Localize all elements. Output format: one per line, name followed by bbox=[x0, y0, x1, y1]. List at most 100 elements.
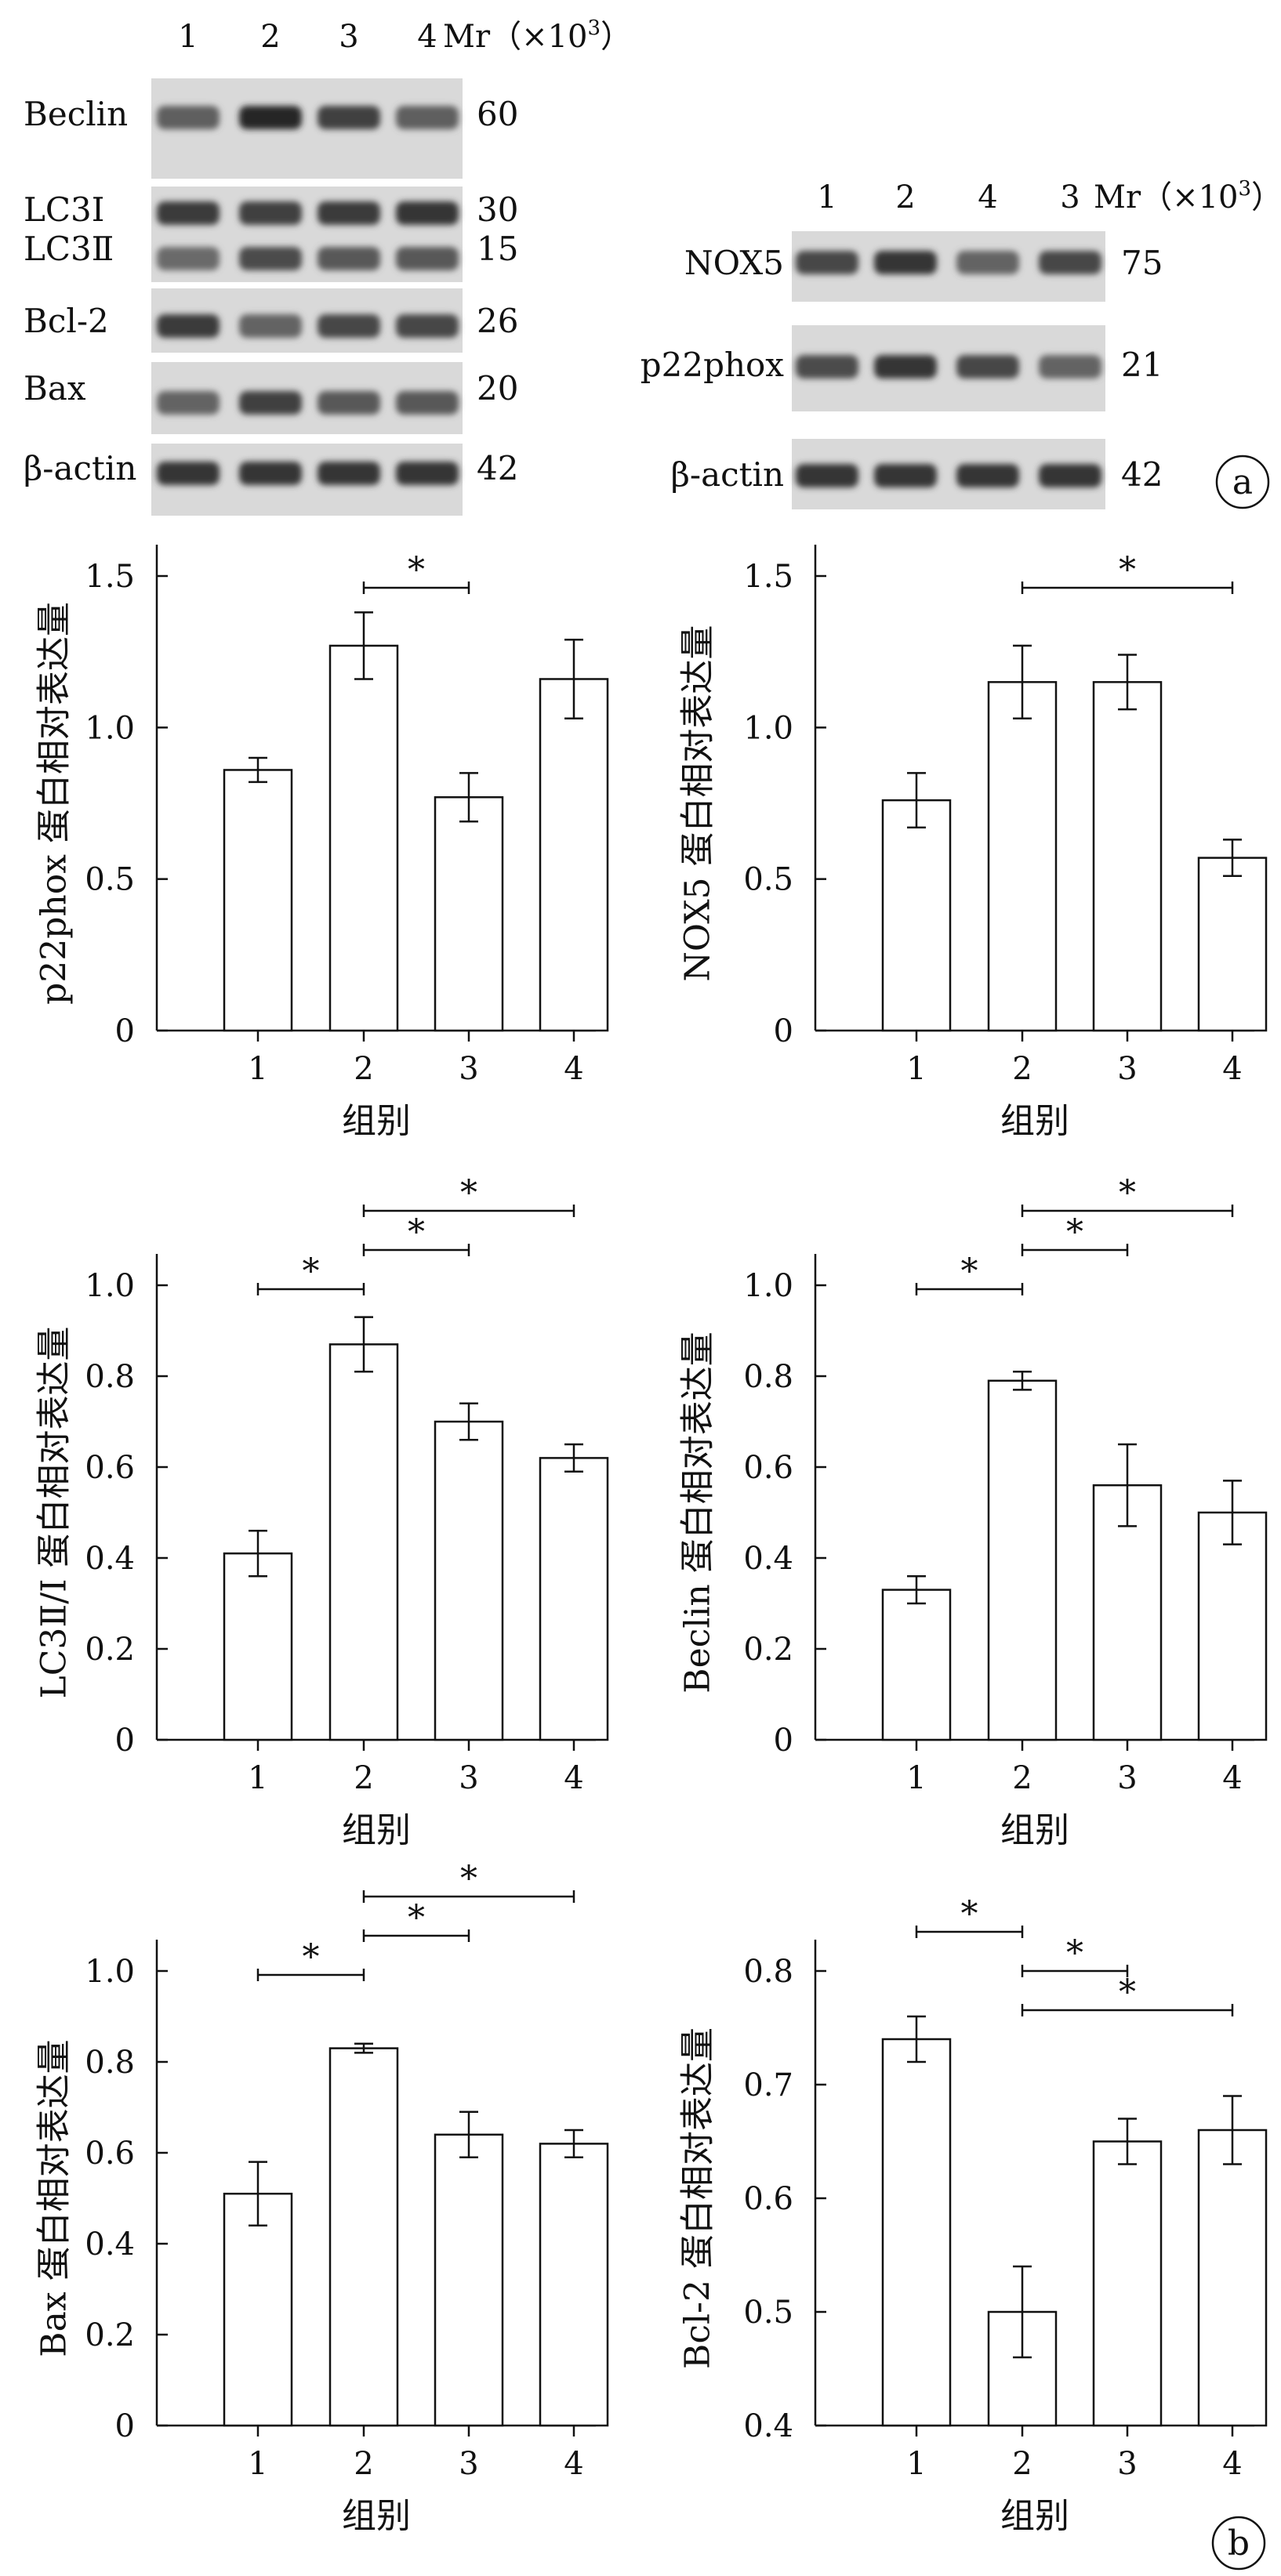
y-tick-label: 0.6 bbox=[743, 1450, 793, 1486]
left-blot: 1 2 3 4 Mr（×103） Beclin 60 LC3Ⅰ 30 LC3Ⅱ 15 Bcl-2 26 B… bbox=[24, 16, 632, 516]
left-row-label: Beclin bbox=[24, 95, 128, 133]
bar bbox=[328, 1343, 399, 1741]
bar bbox=[223, 2192, 293, 2427]
left-size-label: 15 bbox=[477, 230, 518, 268]
x-tick-label: 1 bbox=[906, 1760, 926, 1796]
right-lane-1: 1 bbox=[817, 179, 836, 216]
panel-letter-a: a bbox=[1215, 455, 1270, 509]
left-band bbox=[396, 391, 459, 415]
x-axis-title: 组别 bbox=[1000, 1810, 1069, 1850]
y-tick-label: 1.0 bbox=[85, 1268, 135, 1304]
left-lane-2: 2 bbox=[260, 19, 280, 55]
left-band bbox=[239, 462, 302, 485]
left-band bbox=[239, 106, 302, 129]
y-axis-title: NOX5 蛋白相对表达量 bbox=[678, 625, 718, 981]
left-mr-sup: 3 bbox=[588, 16, 601, 40]
left-band bbox=[396, 201, 459, 225]
x-tick-label: 4 bbox=[1222, 1760, 1242, 1796]
right-lane-4: 4 bbox=[978, 179, 997, 216]
y-tick-label: 1.5 bbox=[743, 559, 793, 595]
x-tick-label: 3 bbox=[1117, 1760, 1137, 1796]
chart-3: 0 0.2 0.4 0.6 0.8 1.0 1 2 3 4 * * * 组别 LC3Ⅱ/Ⅰ 蛋白相对表达量 bbox=[34, 1173, 609, 1850]
x-tick-label: 3 bbox=[1117, 2446, 1137, 2482]
significance-marker: * bbox=[961, 1894, 978, 1934]
significance-marker: * bbox=[460, 1859, 477, 1899]
left-band bbox=[318, 106, 380, 129]
left-band bbox=[318, 391, 380, 415]
right-band bbox=[874, 251, 937, 274]
y-tick-label: 0.4 bbox=[85, 1541, 135, 1577]
bar bbox=[1197, 2129, 1268, 2427]
y-tick-label: 0.2 bbox=[85, 2317, 135, 2353]
x-tick-label: 2 bbox=[354, 1760, 373, 1796]
y-tick-label: 0.2 bbox=[743, 1632, 793, 1668]
left-band bbox=[318, 247, 380, 270]
left-mr-label: Mr（×103） bbox=[443, 16, 632, 55]
chart-5: 0 0.2 0.4 0.6 0.8 1.0 1 2 3 4 * * * 组别 Bax 蛋白相对表达量 bbox=[34, 1859, 609, 2536]
x-axis-title: 组别 bbox=[342, 1810, 411, 1850]
right-band bbox=[1039, 464, 1101, 487]
left-band bbox=[239, 314, 302, 338]
right-size-label: 21 bbox=[1121, 346, 1163, 384]
left-row-label: LC3Ⅰ bbox=[24, 190, 104, 229]
significance-marker: * bbox=[408, 1212, 425, 1252]
chart-6: 0.4 0.5 0.6 0.7 0.8 1 2 3 4 * * * 组别 Bcl-2 蛋白相对表达量 bbox=[678, 1894, 1268, 2536]
y-tick-label: 0 bbox=[115, 1013, 135, 1049]
y-tick-label: 0.8 bbox=[85, 1359, 135, 1395]
y-axis-title: Beclin 蛋白相对表达量 bbox=[678, 1331, 718, 1693]
left-band bbox=[157, 201, 220, 225]
left-size-label: 26 bbox=[477, 302, 518, 340]
x-tick-label: 4 bbox=[1222, 2446, 1242, 2482]
bar bbox=[881, 799, 952, 1032]
left-band bbox=[157, 391, 220, 415]
x-tick-label: 2 bbox=[354, 1051, 373, 1087]
left-row-label: β-actin bbox=[24, 449, 136, 487]
bar bbox=[881, 1589, 952, 1741]
bar bbox=[328, 644, 399, 1032]
y-tick-label: 0.4 bbox=[85, 2226, 135, 2263]
y-tick-label: 0 bbox=[774, 1723, 793, 1759]
right-row-label: β-actin bbox=[671, 455, 784, 494]
bar bbox=[539, 2143, 609, 2427]
y-tick-label: 1.0 bbox=[85, 1954, 135, 1990]
left-band bbox=[157, 247, 220, 270]
x-tick-label: 2 bbox=[1012, 1051, 1032, 1087]
bar bbox=[539, 1457, 609, 1741]
left-band bbox=[318, 201, 380, 225]
significance-marker: * bbox=[1119, 1973, 1136, 2013]
right-mr-sup: 3 bbox=[1239, 177, 1252, 201]
left-row-label: LC3Ⅱ bbox=[24, 230, 114, 268]
right-band bbox=[874, 355, 937, 379]
left-mr-close: ） bbox=[601, 19, 632, 55]
panel-b-bar-charts: 0 0.5 1.0 1.5 1 2 3 4 * 组别 p22phox 蛋白相对表达量 0 0.5 1.0 1… bbox=[34, 545, 1268, 2536]
left-band bbox=[396, 106, 459, 129]
y-tick-label: 0.8 bbox=[743, 1954, 793, 1990]
y-tick-label: 0.8 bbox=[85, 2045, 135, 2081]
x-tick-label: 3 bbox=[1117, 1051, 1137, 1087]
bar bbox=[1092, 2140, 1163, 2427]
left-row-label: Bcl-2 bbox=[24, 302, 109, 340]
left-lane-3: 3 bbox=[339, 19, 358, 55]
chart-2: 0 0.5 1.0 1.5 1 2 3 4 * 组别 NOX5 蛋白相对表达量 bbox=[678, 545, 1268, 1141]
y-tick-label: 1.0 bbox=[743, 710, 793, 746]
x-axis-title: 组别 bbox=[1000, 1101, 1069, 1141]
y-tick-label: 0 bbox=[774, 1013, 793, 1049]
bar bbox=[434, 1420, 504, 1741]
y-axis-title: LC3Ⅱ/Ⅰ 蛋白相对表达量 bbox=[34, 1327, 74, 1699]
left-band bbox=[239, 391, 302, 415]
right-mr-close: ） bbox=[1251, 179, 1281, 216]
x-axis-title: 组别 bbox=[342, 2496, 411, 2536]
left-size-label: 42 bbox=[477, 449, 518, 487]
x-tick-label: 3 bbox=[459, 2446, 478, 2482]
y-tick-label: 0.5 bbox=[743, 862, 793, 898]
x-tick-label: 4 bbox=[1222, 1051, 1242, 1087]
y-tick-label: 0 bbox=[115, 1723, 135, 1759]
bar bbox=[434, 2133, 504, 2427]
y-tick-label: 0.4 bbox=[743, 2408, 793, 2444]
bar bbox=[987, 681, 1058, 1032]
x-tick-label: 1 bbox=[248, 1760, 267, 1796]
y-tick-label: 1.5 bbox=[85, 559, 135, 595]
left-band bbox=[318, 314, 380, 338]
